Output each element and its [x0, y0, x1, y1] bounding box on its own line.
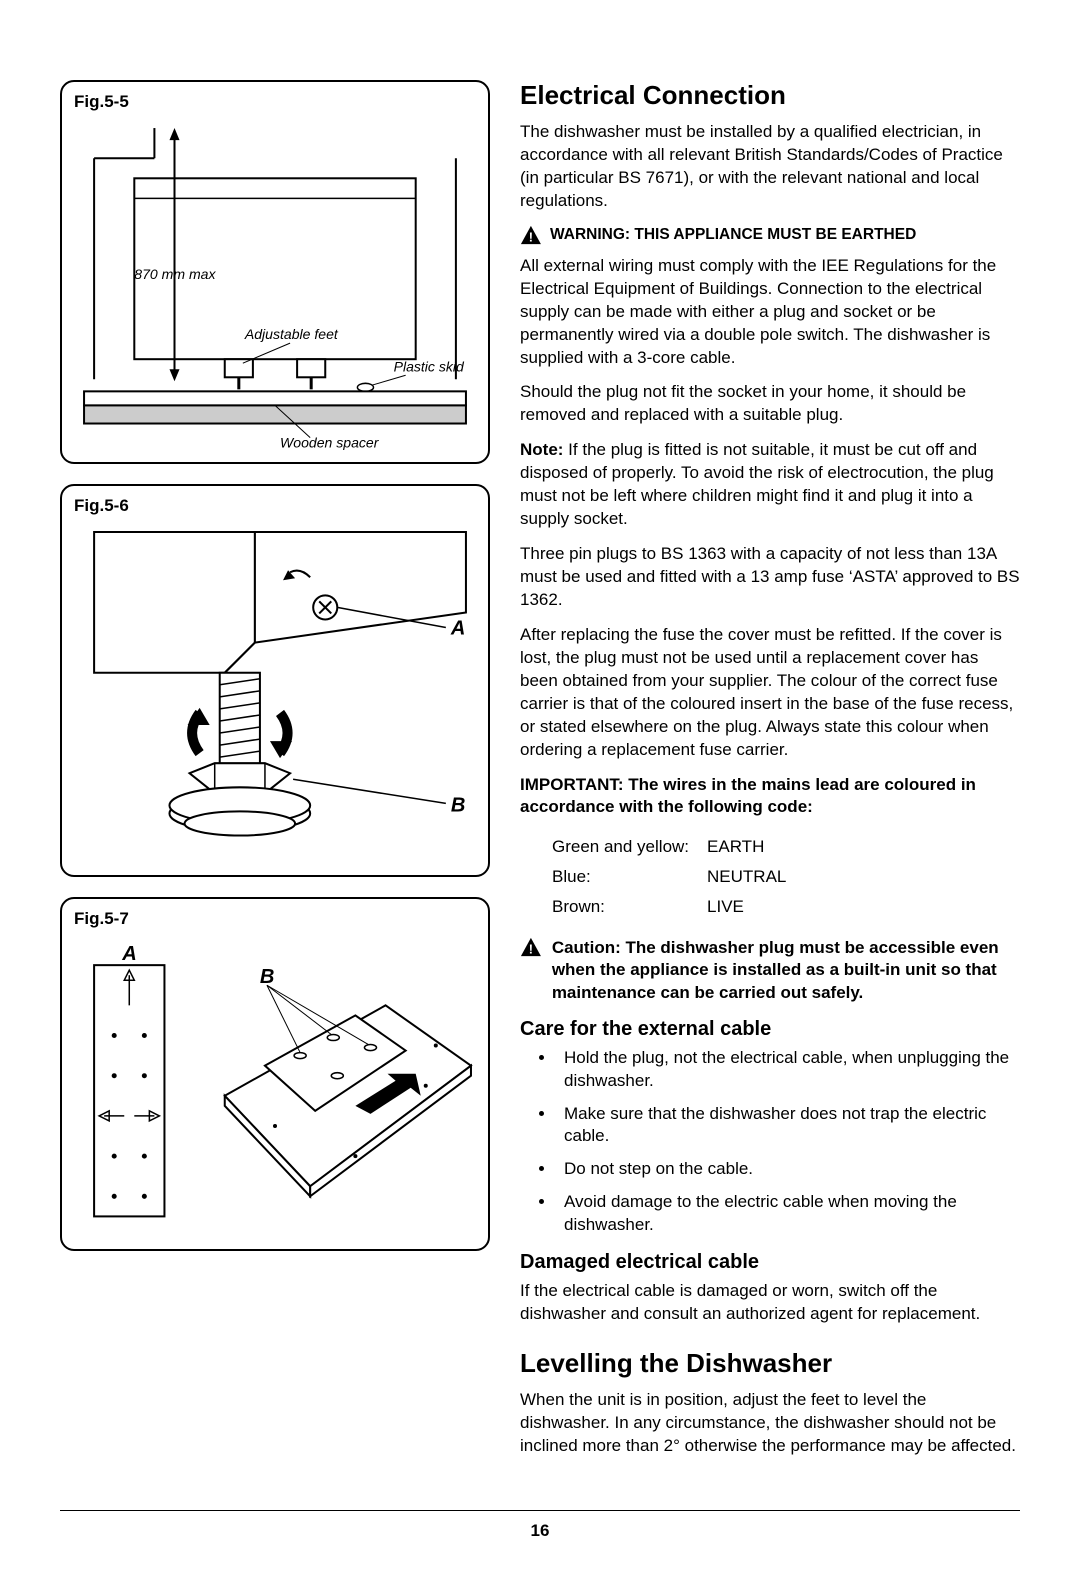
figure-5-5-svg: 870 mm max Adjustable feet Plastic skid …: [74, 118, 476, 450]
table-row: Brown:LIVE: [552, 893, 802, 921]
care-list: Hold the plug, not the electrical cable,…: [556, 1047, 1020, 1238]
svg-text:!: !: [529, 229, 533, 244]
dim-label: 870 mm max: [134, 266, 216, 282]
figure-5-6-svg: A: [74, 522, 476, 864]
figure-label: Fig.5-7: [74, 909, 476, 929]
levelling-body: When the unit is in position, adjust the…: [520, 1389, 1020, 1458]
heading-care-cable: Care for the external cable: [520, 1018, 1020, 1041]
note-label: Note:: [520, 440, 563, 459]
warning-earthed: ! WARNING: THIS APPLIANCE MUST BE EARTHE…: [520, 225, 1020, 245]
page-number: 16: [531, 1521, 550, 1540]
warning-text: WARNING: THIS APPLIANCE MUST BE EARTHED: [550, 226, 916, 244]
table-row: Green and yellow:EARTH: [552, 833, 802, 861]
warning-icon: !: [520, 937, 542, 957]
list-item: Hold the plug, not the electrical cable,…: [556, 1047, 1020, 1093]
table-row: Blue:NEUTRAL: [552, 863, 802, 891]
electrical-p1: All external wiring must comply with the…: [520, 255, 1020, 370]
note-body: If the plug is fitted is not suitable, i…: [520, 440, 994, 528]
svg-text:B: B: [451, 794, 466, 816]
electrical-note: Note: If the plug is fitted is not suita…: [520, 439, 1020, 531]
wire-color-table: Green and yellow:EARTH Blue:NEUTRAL Brow…: [550, 831, 804, 923]
svg-text:!: !: [529, 942, 533, 957]
figure-label: Fig.5-6: [74, 496, 476, 516]
svg-text:Plastic skid: Plastic skid: [394, 358, 465, 374]
heading-electrical: Electrical Connection: [520, 80, 1020, 111]
caution-block: ! Caution: The dishwasher plug must be a…: [520, 937, 1020, 1003]
svg-text:A: A: [121, 943, 137, 965]
electrical-p3: Three pin plugs to BS 1363 with a capaci…: [520, 543, 1020, 612]
figure-5-6: Fig.5-6 A: [60, 484, 490, 878]
svg-text:A: A: [450, 617, 466, 639]
warning-icon: !: [520, 225, 542, 245]
electrical-intro: The dishwasher must be installed by a qu…: [520, 121, 1020, 213]
svg-text:Adjustable feet: Adjustable feet: [244, 326, 339, 342]
list-item: Make sure that the dishwasher does not t…: [556, 1103, 1020, 1149]
figure-5-7: Fig.5-7 A: [60, 897, 490, 1251]
figure-label: Fig.5-5: [74, 92, 476, 112]
electrical-p4: After replacing the fuse the cover must …: [520, 624, 1020, 762]
heading-levelling: Levelling the Dishwasher: [520, 1348, 1020, 1379]
figure-5-5: Fig.5-5 870 mm max Adjus: [60, 80, 490, 464]
list-item: Avoid damage to the electric cable when …: [556, 1191, 1020, 1237]
electrical-p2: Should the plug not fit the socket in yo…: [520, 381, 1020, 427]
damaged-body: If the electrical cable is damaged or wo…: [520, 1280, 1020, 1326]
heading-damaged-cable: Damaged electrical cable: [520, 1251, 1020, 1274]
caution-text: Caution: The dishwasher plug must be acc…: [552, 937, 1020, 1003]
important-label: IMPORTANT:: [520, 775, 624, 794]
figure-5-7-svg: A: [74, 935, 476, 1237]
page-footer: 16: [60, 1510, 1020, 1541]
svg-text:Wooden spacer: Wooden spacer: [280, 435, 380, 450]
list-item: Do not step on the cable.: [556, 1158, 1020, 1181]
electrical-important: IMPORTANT: The wires in the mains lead a…: [520, 774, 1020, 820]
